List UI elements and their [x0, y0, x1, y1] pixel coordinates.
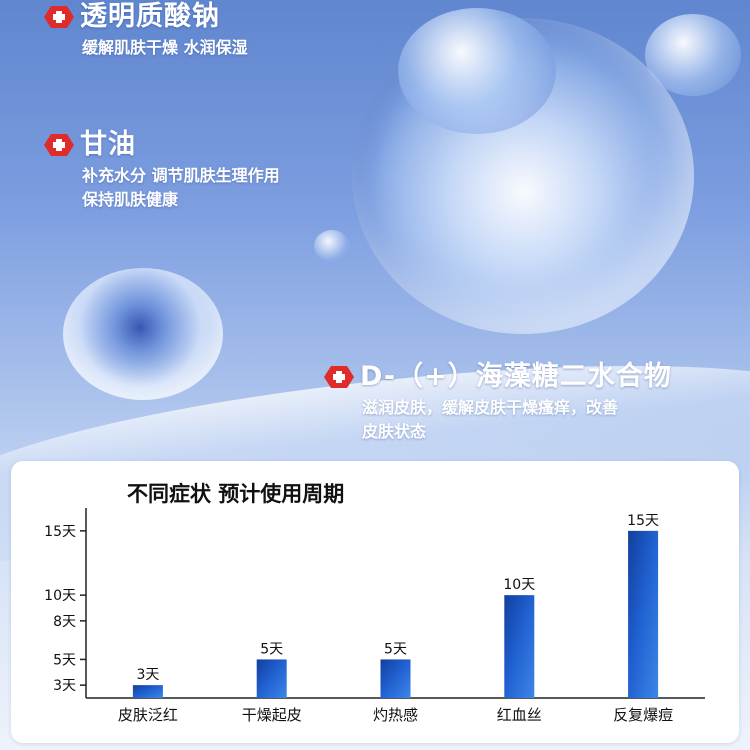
feature-title-row: 甘油: [42, 128, 280, 162]
water-bubble-tiny: [314, 230, 350, 262]
water-bubble-top: [398, 8, 556, 134]
chart-card: [11, 461, 739, 743]
bar-data-label: 3天: [136, 667, 159, 683]
bar-data-label: 10天: [503, 577, 535, 593]
y-tick-label: 15天: [44, 524, 76, 540]
feature-desc: 缓解肌肤干燥 水润保湿: [42, 36, 248, 60]
feature-desc-line: 滋润皮肤，缓解皮肤干燥瘙痒，改善: [362, 398, 619, 417]
feature-glycerin: 甘油 补充水分 调节肌肤生理作用 保持肌肤健康: [42, 128, 280, 212]
bar: [132, 685, 163, 698]
bar-data-label: 5天: [260, 641, 283, 657]
feature-title: 甘油: [80, 129, 136, 160]
bar: [628, 530, 659, 698]
water-bubble-small: [645, 14, 741, 96]
feature-desc-line: 缓解肌肤干燥 水润保湿: [82, 38, 248, 57]
y-tick-label: 10天: [44, 588, 76, 604]
medical-cross-icon: [324, 366, 354, 388]
x-tick-label: 反复爆痘: [613, 706, 673, 724]
y-tick-label: 8天: [53, 614, 76, 630]
chart-axes: 3天 5天 8天 10天 15天: [44, 508, 705, 699]
bar-data-label: 15天: [627, 513, 659, 529]
feature-hyaluronate: 透明质酸钠 缓解肌肤干燥 水润保湿: [42, 0, 248, 60]
y-tick-label: 5天: [53, 652, 76, 668]
y-tick-label: 3天: [53, 678, 76, 694]
feature-desc: 补充水分 调节肌肤生理作用 保持肌肤健康: [42, 164, 280, 212]
bar: [380, 659, 411, 698]
feature-title: D-（+）海藻糖二水合物: [360, 361, 672, 392]
feature-desc-line: 皮肤状态: [362, 422, 427, 441]
feature-title-row: 透明质酸钠: [42, 0, 248, 34]
medical-cross-icon: [44, 134, 74, 156]
medical-cross-icon: [44, 6, 74, 28]
feature-title: 透明质酸钠: [80, 1, 220, 32]
x-tick-label: 皮肤泛红: [118, 706, 178, 724]
x-tick-label: 红血丝: [497, 706, 542, 724]
feature-desc: 滋润皮肤，缓解皮肤干燥瘙痒，改善 皮肤状态: [322, 396, 672, 444]
chart-title: 不同症状 预计使用周期: [127, 482, 345, 506]
x-tick-label: 干燥起皮: [242, 706, 302, 724]
feature-trehalose: D-（+）海藻糖二水合物 滋润皮肤，缓解皮肤干燥瘙痒，改善 皮肤状态: [322, 360, 672, 444]
feature-desc-line: 补充水分 调节肌肤生理作用: [82, 166, 280, 185]
bar: [504, 595, 535, 698]
bar: [256, 659, 287, 698]
x-tick-label: 灼热感: [373, 706, 418, 724]
feature-desc-line: 保持肌肤健康: [82, 190, 179, 209]
feature-title-row: D-（+）海藻糖二水合物: [322, 360, 672, 394]
bar-data-label: 5天: [384, 641, 407, 657]
water-droplet-ball: [63, 268, 223, 400]
